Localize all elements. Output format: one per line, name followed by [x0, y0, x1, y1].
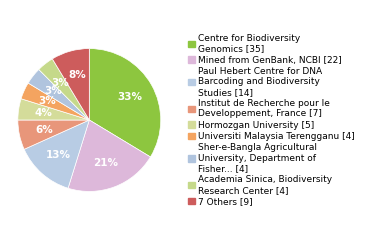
Wedge shape	[18, 120, 89, 149]
Text: 33%: 33%	[117, 92, 142, 102]
Wedge shape	[89, 48, 161, 157]
Text: 3%: 3%	[44, 86, 62, 96]
Wedge shape	[52, 48, 89, 120]
Wedge shape	[39, 59, 89, 120]
Wedge shape	[24, 120, 89, 188]
Text: 8%: 8%	[68, 70, 86, 80]
Text: 3%: 3%	[38, 96, 56, 106]
Text: 13%: 13%	[46, 150, 71, 160]
Text: 3%: 3%	[52, 78, 70, 89]
Wedge shape	[68, 120, 150, 192]
Text: 6%: 6%	[35, 125, 53, 135]
Wedge shape	[28, 70, 89, 120]
Wedge shape	[21, 83, 89, 120]
Text: 4%: 4%	[35, 108, 52, 118]
Wedge shape	[18, 99, 89, 120]
Legend: Centre for Biodiversity
Genomics [35], Mined from GenBank, NCBI [22], Paul Heber: Centre for Biodiversity Genomics [35], M…	[187, 32, 357, 208]
Text: 21%: 21%	[93, 158, 118, 168]
